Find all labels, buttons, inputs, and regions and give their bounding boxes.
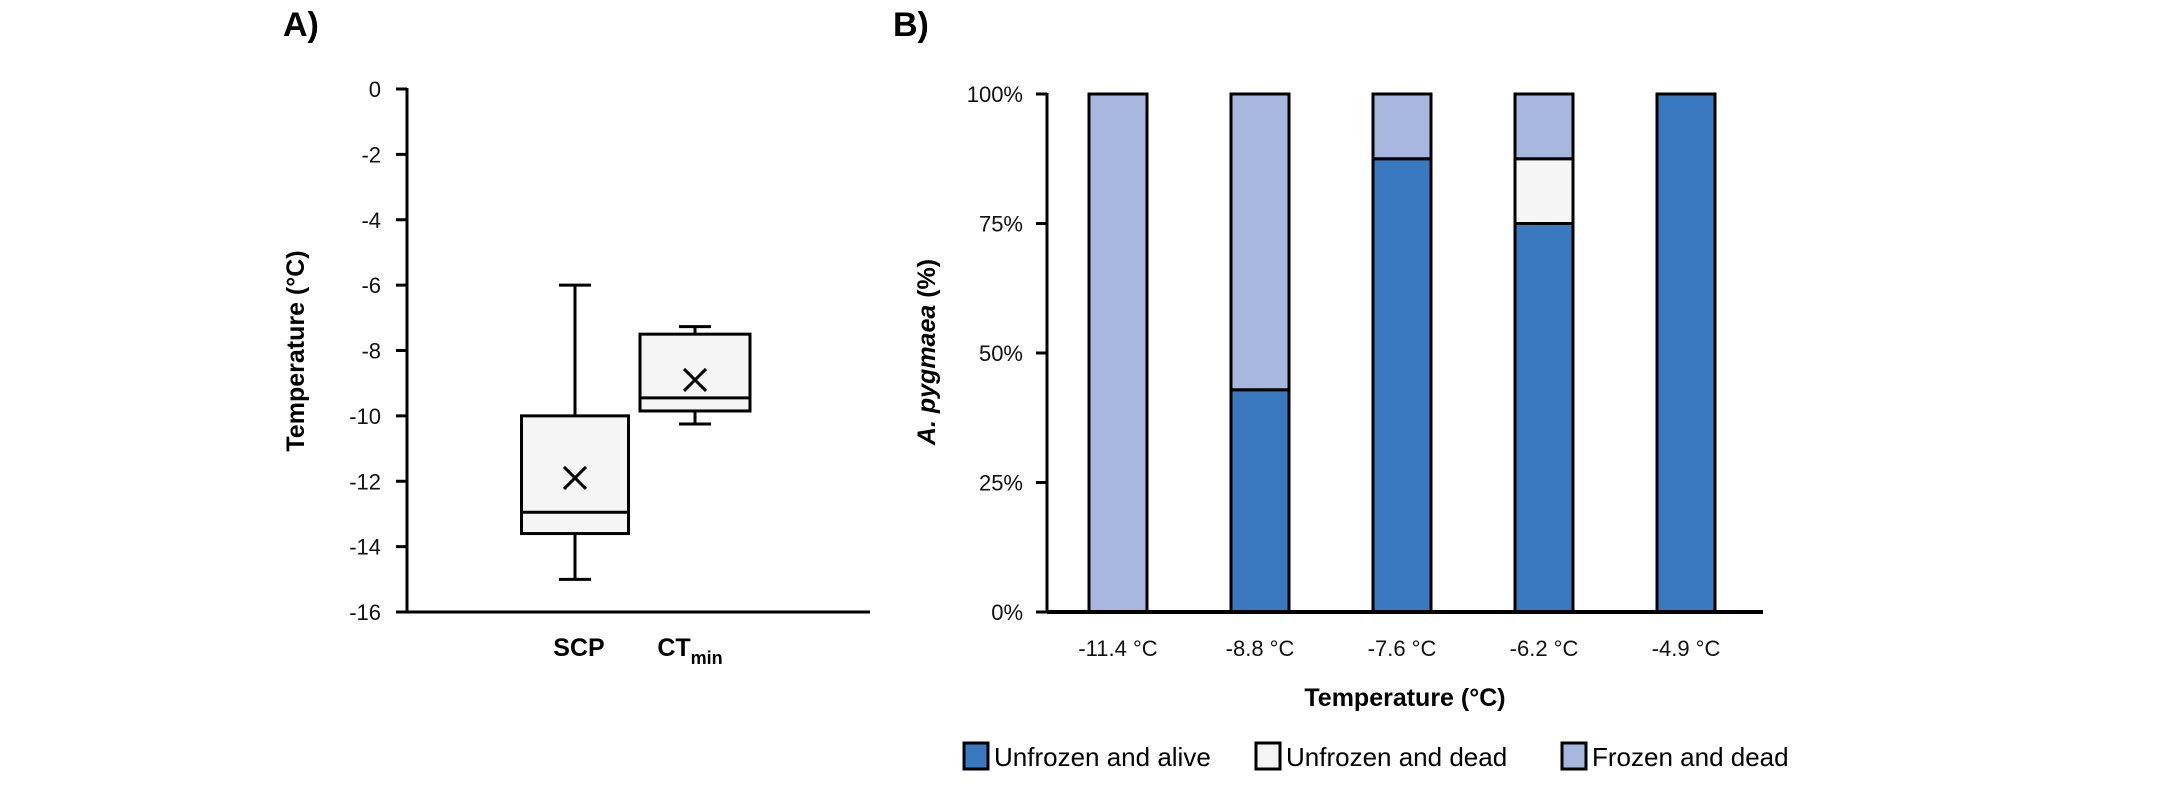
bar-stack [1513, 92, 1575, 614]
panel-a-boxplot: 0 -2 -4 -6 -8 -10 -12 -14 -16 SCP CTmin [349, 77, 870, 668]
legend-item: Unfrozen and alive [962, 741, 1211, 772]
bar-segment-unfrozen-and-dead [1513, 157, 1575, 225]
mean-marker [562, 465, 588, 491]
panel-b-y-tick-label: 25% [979, 471, 1023, 496]
legend-item: Unfrozen and dead [1254, 741, 1507, 772]
panel-a-y-tick-label: -12 [349, 469, 381, 494]
bar-stack [1229, 92, 1291, 614]
legend-swatch [962, 741, 990, 771]
panel-a-x-tick-label: SCP [553, 634, 604, 662]
legend-item: Frozen and dead [1560, 741, 1789, 772]
panel-b-ylabel-species: A. pygmaea [913, 305, 941, 446]
panel-a-y-tick-label: -14 [349, 535, 381, 560]
panel-b-legend: Unfrozen and alive Unfrozen and dead Froze… [962, 741, 1789, 772]
panel-a-y-tick-label: -16 [349, 600, 381, 625]
panel-b-y-tick-label: 50% [979, 341, 1023, 366]
iqr-box [520, 414, 630, 536]
panel-b-xlabel: Temperature (°C) [1304, 684, 1505, 712]
legend-label: Frozen and dead [1592, 742, 1789, 772]
legend-swatch [1254, 741, 1282, 771]
bar-segment-unfrozen-and-alive [1655, 92, 1717, 614]
bar-segment-frozen-and-dead [1513, 92, 1575, 161]
panel-b-x-tick-label: -11.4 °C [1078, 636, 1157, 661]
category-label: SCP [553, 634, 604, 662]
bar-stack [1087, 92, 1149, 614]
panel-b-stacked-bars: 0% 25% 50% 75% 100% -11.4 °C -8.8 °C -7.6 °C -6.… [967, 82, 1763, 661]
category-label: CT [657, 634, 690, 662]
panel-b-ylabel-unit: (%) [913, 259, 941, 305]
panel-a-y-tick-label: -6 [361, 273, 381, 298]
panel-a-y-tick-label: -10 [349, 404, 381, 429]
panel-a-ylabel: Temperature (°C) [282, 250, 310, 451]
bar-segment-frozen-and-dead [1371, 92, 1433, 161]
panel-b-label: B) [893, 6, 929, 44]
mean-marker [682, 367, 708, 392]
panel-a-y-tick-label: -2 [361, 142, 381, 167]
bar-segment-unfrozen-and-alive [1513, 222, 1575, 614]
iqr-box [638, 332, 752, 413]
panel-b-x-tick-label: -7.6 °C [1368, 636, 1437, 661]
panel-a-y-tick-label: -4 [361, 208, 381, 233]
panel-a-x-tick-label: CTmin [657, 634, 722, 668]
bar-segment-frozen-and-dead [1087, 92, 1149, 614]
panel-b-y-tick-label: 0% [991, 600, 1023, 625]
box-scp [520, 283, 630, 581]
panel-b-x-tick-label: -6.2 °C [1510, 636, 1579, 661]
legend-swatch [1560, 741, 1588, 771]
panel-a-y-tick-label: 0 [369, 77, 381, 102]
panel-a-y-tick-label: -8 [361, 339, 381, 364]
bar-segment-unfrozen-and-alive [1229, 388, 1291, 614]
bar-stack [1655, 92, 1717, 614]
panel-b-ylabel: A. pygmaea (%) [913, 259, 941, 446]
bar-segment-frozen-and-dead [1229, 92, 1291, 392]
panel-a-label: A) [283, 6, 319, 44]
panel-b-y-tick-label: 100% [967, 82, 1023, 107]
panel-b-x-tick-label: -4.9 °C [1652, 636, 1721, 661]
legend-label: Unfrozen and dead [1286, 742, 1507, 772]
box-ctmin [638, 325, 752, 426]
panel-b-y-tick-label: 75% [979, 212, 1023, 237]
bar-stack [1371, 92, 1433, 614]
category-subscript: min [691, 648, 723, 668]
panel-b-x-tick-label: -8.8 °C [1226, 636, 1295, 661]
bar-segment-unfrozen-and-alive [1371, 157, 1433, 614]
legend-label: Unfrozen and alive [994, 742, 1211, 772]
